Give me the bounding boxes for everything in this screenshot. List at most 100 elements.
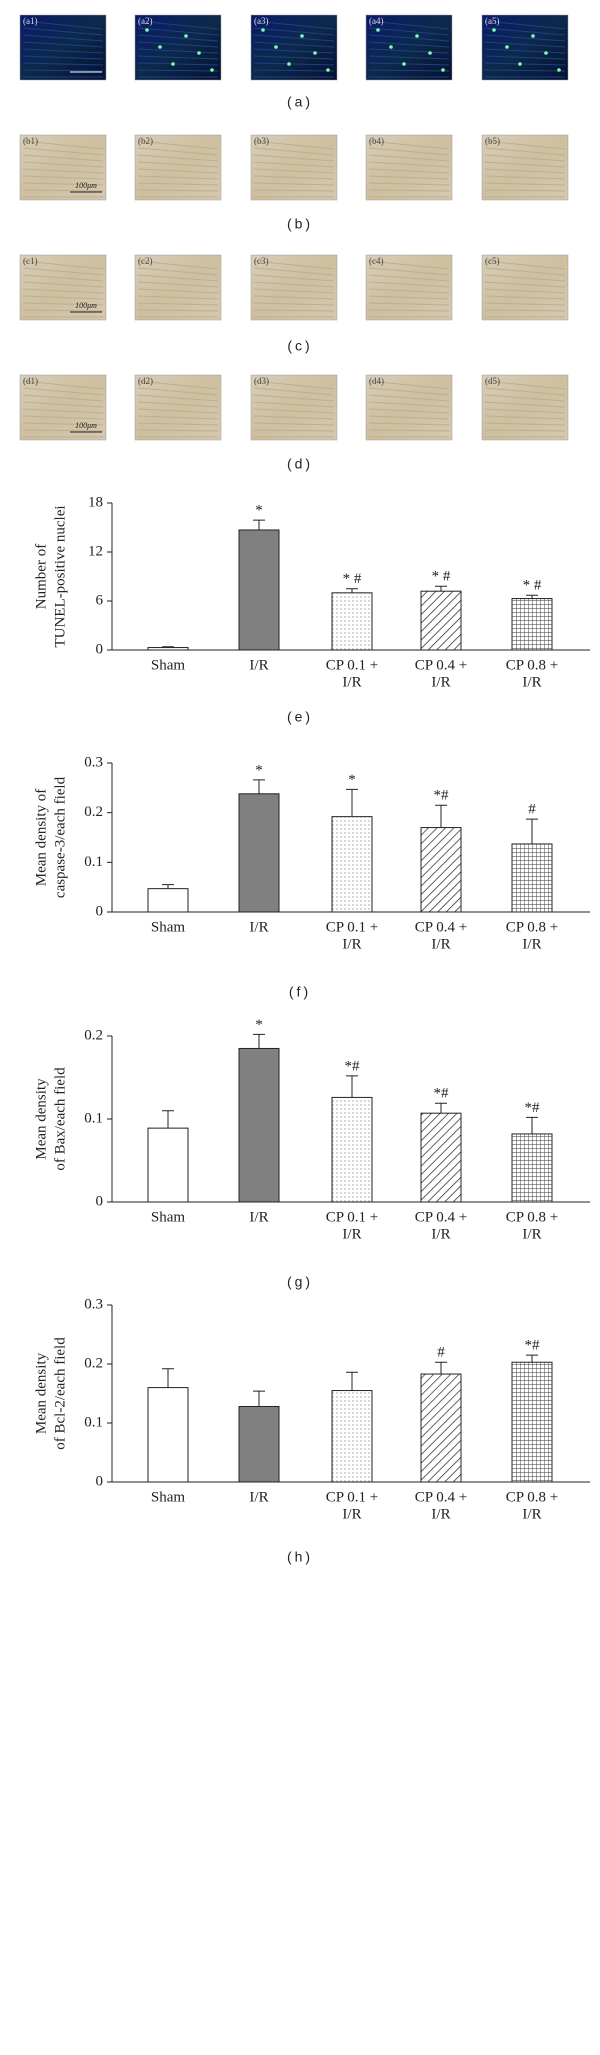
x-tick-label: I/R xyxy=(431,936,450,952)
micrograph xyxy=(365,134,453,201)
fiber xyxy=(137,55,219,60)
chart-caption: (g) xyxy=(287,1274,313,1290)
x-tick-label: I/R xyxy=(249,657,268,673)
nucleus xyxy=(415,34,419,38)
bar xyxy=(238,529,280,651)
micrograph xyxy=(134,134,222,201)
bar xyxy=(331,1390,373,1483)
fiber xyxy=(253,288,335,294)
fiber xyxy=(137,429,219,432)
micrograph xyxy=(19,14,107,81)
x-tick-label: Sham xyxy=(151,657,186,673)
significance-label: * xyxy=(255,503,263,519)
fiber xyxy=(22,281,104,288)
fiber xyxy=(253,394,335,402)
nucleus xyxy=(158,45,162,49)
panel-label: (b3) xyxy=(254,136,269,146)
fiber xyxy=(484,168,566,174)
error-bar xyxy=(253,1033,265,1049)
significance-label: # xyxy=(528,802,536,818)
micrograph xyxy=(365,14,453,81)
y-tick-label: 0 xyxy=(96,1473,104,1489)
chart-caption: (f) xyxy=(289,984,311,1000)
bar xyxy=(147,888,189,913)
bar xyxy=(511,598,553,651)
panel-caption: (c) xyxy=(287,338,312,354)
fiber xyxy=(368,295,450,300)
x-tick-label: CP 0.1 + xyxy=(326,1489,379,1505)
bar xyxy=(420,590,462,651)
fiber xyxy=(368,182,450,186)
x-tick-label: CP 0.8 + xyxy=(506,919,559,935)
fiber xyxy=(368,281,450,288)
fiber xyxy=(253,147,335,156)
fiber xyxy=(253,27,335,36)
panel-caption: (b) xyxy=(287,216,313,232)
y-tick-label: 0 xyxy=(96,1193,104,1209)
fiber xyxy=(137,48,219,54)
fiber xyxy=(484,429,566,432)
fiber xyxy=(253,401,335,408)
x-tick-label: CP 0.4 + xyxy=(415,1489,468,1505)
fiber xyxy=(22,274,104,282)
fiber xyxy=(137,175,219,180)
x-tick-label: I/R xyxy=(431,1506,450,1522)
y-tick-label: 0.1 xyxy=(84,1110,103,1126)
fiber xyxy=(484,394,566,402)
panel-label: (b1) xyxy=(23,136,38,146)
fiber xyxy=(253,182,335,186)
panel-label: (c1) xyxy=(23,256,38,266)
fiber xyxy=(368,175,450,180)
fiber xyxy=(22,302,104,306)
nucleus xyxy=(261,28,265,32)
fiber xyxy=(137,408,219,414)
fiber xyxy=(22,69,104,72)
fiber xyxy=(484,55,566,60)
error-bar xyxy=(162,884,174,889)
micrograph xyxy=(250,14,338,81)
fiber xyxy=(253,175,335,180)
panel-label: (a1) xyxy=(23,16,38,26)
bar xyxy=(147,1387,189,1483)
fiber xyxy=(484,274,566,282)
fiber xyxy=(22,55,104,60)
fiber xyxy=(22,27,104,36)
y-tick-label: 18 xyxy=(88,494,103,510)
significance-label: * xyxy=(255,762,263,778)
fiber xyxy=(22,394,104,402)
error-bar xyxy=(346,1371,358,1391)
x-tick-label: CP 0.4 + xyxy=(415,1209,468,1225)
x-tick-label: CP 0.8 + xyxy=(506,657,559,673)
fiber xyxy=(137,387,219,396)
fiber xyxy=(22,408,104,414)
fiber xyxy=(368,260,450,270)
bar xyxy=(331,816,373,913)
significance-label: *# xyxy=(345,1058,361,1074)
x-tick-label: CP 0.4 + xyxy=(415,657,468,673)
fiber xyxy=(253,34,335,42)
x-tick-label: I/R xyxy=(249,919,268,935)
error-bar xyxy=(526,1354,538,1363)
bar xyxy=(420,827,462,913)
x-tick-label: I/R xyxy=(342,1226,361,1242)
x-tick-label: I/R xyxy=(522,674,541,690)
y-tick-label: 0 xyxy=(96,641,104,657)
panel-caption: (a) xyxy=(287,94,313,110)
x-tick-label: CP 0.1 + xyxy=(326,657,379,673)
error-bar xyxy=(526,594,538,599)
fiber xyxy=(22,168,104,174)
nucleus xyxy=(184,34,188,38)
fiber xyxy=(368,309,450,312)
nucleus xyxy=(326,68,330,72)
y-tick-label: 0.2 xyxy=(84,1027,103,1043)
bar xyxy=(238,1405,280,1483)
fiber xyxy=(484,189,566,192)
fiber xyxy=(484,20,566,30)
fiber xyxy=(22,140,104,150)
y-tick-label: 6 xyxy=(96,592,104,608)
error-bar xyxy=(526,818,538,844)
y-axis-label: of Bcl-2/each field xyxy=(52,1337,68,1450)
panel-label: (d2) xyxy=(138,376,153,386)
micrograph xyxy=(250,134,338,201)
